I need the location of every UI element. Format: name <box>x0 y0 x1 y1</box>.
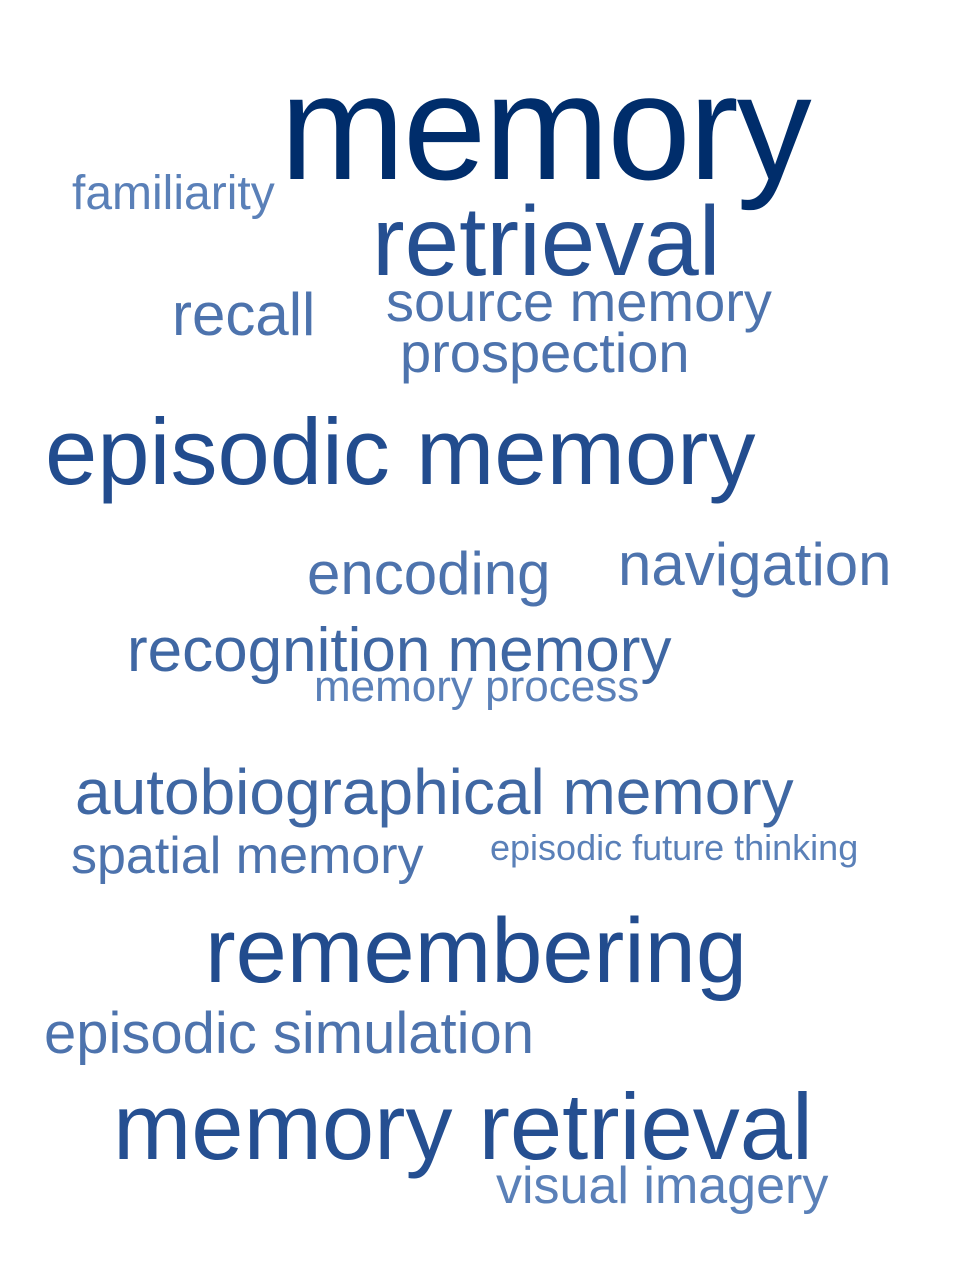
word-spatial-memory: spatial memory <box>71 827 424 885</box>
word-memory: memory <box>280 43 812 211</box>
word-episodic-memory: episodic memory <box>45 399 756 504</box>
word-retrieval: retrieval <box>372 186 721 296</box>
word-memory-retrieval: memory retrieval <box>113 1074 813 1179</box>
word-navigation: navigation <box>618 531 892 598</box>
word-recall: recall <box>172 281 316 348</box>
word-episodic-simulation: episodic simulation <box>44 1001 535 1066</box>
word-source-memory: source memory <box>386 270 772 333</box>
word-episodic-future-thinking: episodic future thinking <box>490 827 859 868</box>
word-familiarity: familiarity <box>72 167 275 220</box>
word-prospection: prospection <box>400 321 690 384</box>
word-visual-imagery: visual imagery <box>496 1157 829 1215</box>
word-memory-process: memory process <box>314 662 640 711</box>
word-recognition-memory: recognition memory <box>127 616 672 685</box>
word-autobiographical-memory: autobiographical memory <box>75 756 794 828</box>
word-encoding: encoding <box>307 540 551 607</box>
word-remembering: remembering <box>205 900 747 1002</box>
